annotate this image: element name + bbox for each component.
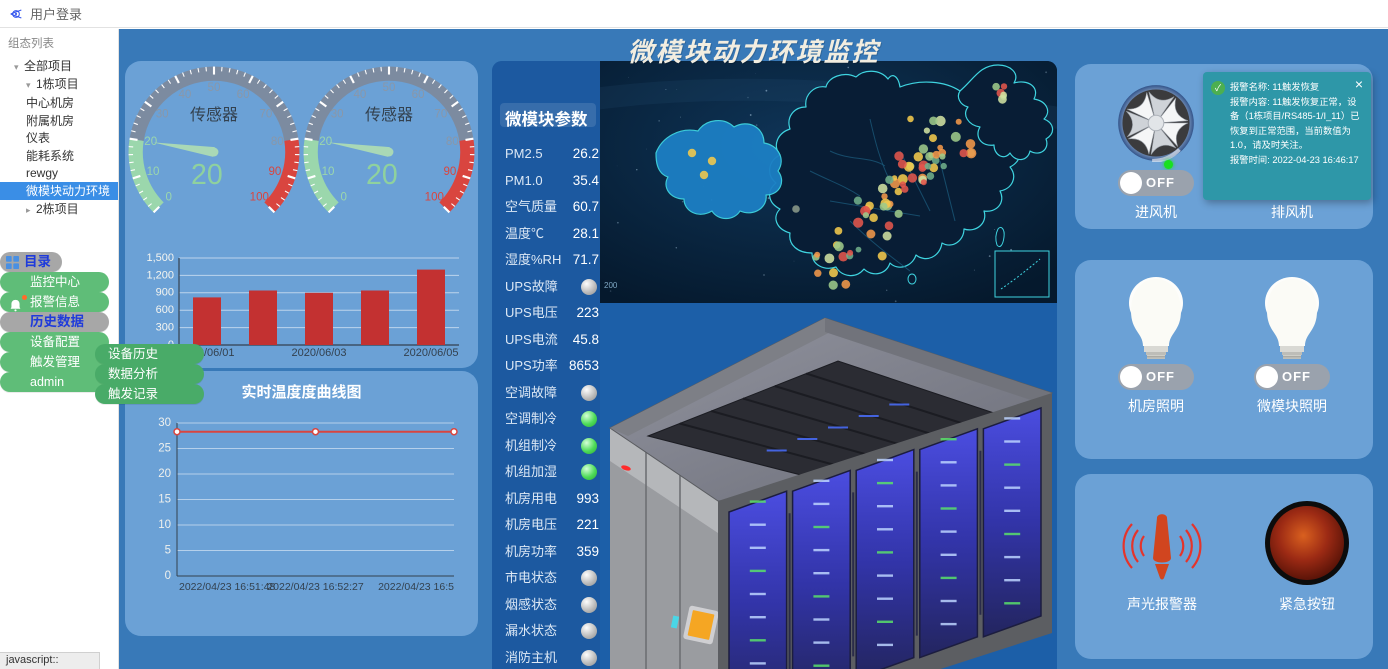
svg-text:40: 40 bbox=[178, 89, 191, 101]
svg-text:100: 100 bbox=[425, 191, 444, 203]
svg-text:200: 200 bbox=[604, 281, 618, 290]
svg-text:30: 30 bbox=[156, 108, 169, 120]
svg-text:20: 20 bbox=[158, 468, 171, 480]
svg-text:传感器: 传感器 bbox=[190, 101, 238, 125]
svg-text:2020/06/05: 2020/06/05 bbox=[403, 347, 458, 359]
svg-text:2022/04/23 16:5: 2022/04/23 16:5 bbox=[378, 581, 454, 593]
svg-text:300: 300 bbox=[156, 322, 174, 334]
svg-text:1,500: 1,500 bbox=[146, 253, 174, 264]
svg-text:900: 900 bbox=[156, 287, 174, 299]
svg-text:10: 10 bbox=[322, 166, 335, 178]
svg-text:80: 80 bbox=[271, 136, 284, 148]
svg-text:2022/04/23 16:52:27: 2022/04/23 16:52:27 bbox=[267, 581, 364, 593]
svg-text:600: 600 bbox=[156, 304, 174, 316]
svg-text:70: 70 bbox=[434, 108, 447, 120]
svg-text:50: 50 bbox=[383, 82, 396, 94]
svg-text:10: 10 bbox=[158, 519, 171, 531]
svg-text:30: 30 bbox=[158, 417, 171, 429]
svg-text:0: 0 bbox=[165, 570, 171, 582]
svg-text:20: 20 bbox=[366, 159, 398, 191]
svg-text:25: 25 bbox=[158, 443, 171, 455]
svg-text:2020/06/03: 2020/06/03 bbox=[291, 347, 346, 359]
svg-text:90: 90 bbox=[269, 166, 282, 178]
svg-text:90: 90 bbox=[444, 166, 457, 178]
svg-text:20: 20 bbox=[144, 136, 157, 148]
svg-text:100: 100 bbox=[250, 191, 269, 203]
svg-text:50: 50 bbox=[208, 82, 221, 94]
svg-text:2022/04/23 16:51:48: 2022/04/23 16:51:48 bbox=[179, 581, 276, 593]
svg-text:60: 60 bbox=[412, 89, 425, 101]
svg-text:1,200: 1,200 bbox=[146, 269, 174, 281]
svg-text:60: 60 bbox=[237, 89, 250, 101]
svg-text:0: 0 bbox=[165, 191, 171, 203]
svg-text:10: 10 bbox=[147, 166, 160, 178]
svg-text:30: 30 bbox=[331, 108, 344, 120]
svg-text:15: 15 bbox=[158, 494, 171, 506]
svg-text:5: 5 bbox=[165, 545, 171, 557]
svg-text:20: 20 bbox=[191, 159, 223, 191]
svg-text:0: 0 bbox=[340, 191, 346, 203]
svg-text:70: 70 bbox=[259, 108, 272, 120]
svg-text:80: 80 bbox=[446, 136, 459, 148]
svg-text:20: 20 bbox=[319, 136, 332, 148]
svg-text:传感器: 传感器 bbox=[365, 101, 413, 125]
svg-text:40: 40 bbox=[353, 89, 366, 101]
